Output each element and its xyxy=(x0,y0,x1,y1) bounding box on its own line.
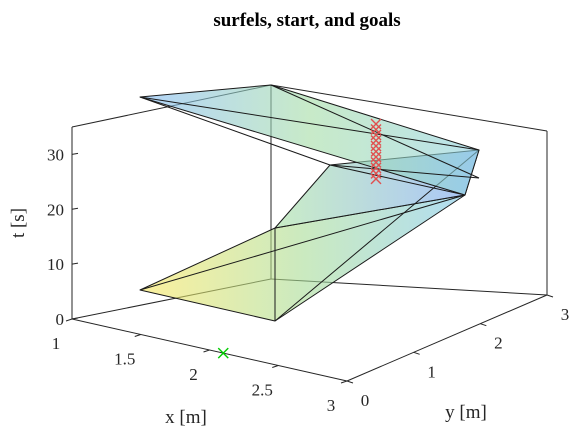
goal-marker-stroke-b xyxy=(370,151,382,163)
start-marker-stroke-b xyxy=(217,347,229,359)
start-marker xyxy=(217,347,229,359)
goal-marker xyxy=(370,129,382,141)
goal-marker-stroke-b xyxy=(370,162,382,174)
chart-title: surfels, start, and goals xyxy=(213,10,400,31)
goal-marker-stroke-b xyxy=(370,173,382,185)
y-axis-label: y [m] xyxy=(445,402,487,423)
goal-marker xyxy=(370,134,382,146)
goal-marker xyxy=(370,162,382,174)
surfels-group xyxy=(139,84,480,322)
goal-marker xyxy=(370,145,382,157)
goal-marker-stroke-b xyxy=(370,124,382,136)
y-tick-mark xyxy=(413,351,420,355)
box-edge-front-y xyxy=(346,294,548,382)
y-tick-label: 0 xyxy=(361,391,370,410)
goal-marker xyxy=(370,173,382,185)
z-axis-label: t [s] xyxy=(8,208,29,238)
y-tick-mark xyxy=(546,294,554,298)
z-tick-label: 0 xyxy=(56,310,65,329)
x-axis-label: x [m] xyxy=(165,407,207,428)
x-tick-mark xyxy=(203,349,210,353)
z-tick-label: 10 xyxy=(47,255,64,274)
x-tick-label: 1.5 xyxy=(114,350,135,369)
z-tick-label: 20 xyxy=(47,200,64,219)
x-tick-label: 1 xyxy=(52,334,61,353)
surfel-1-diagonal xyxy=(139,194,466,291)
surfel-3-edge-b xyxy=(329,164,480,179)
goal-marker-stroke-b xyxy=(370,140,382,152)
z-tick-label: 30 xyxy=(47,145,64,164)
goal-marker-stroke-b xyxy=(370,129,382,141)
markers-layer xyxy=(217,118,382,359)
goal-marker-stroke-b xyxy=(370,167,382,179)
goal-marker-stroke-b xyxy=(370,118,382,130)
z-tick-mark xyxy=(71,317,79,320)
x-tick-mark xyxy=(272,365,279,368)
goal-marker-stroke-b xyxy=(370,156,382,168)
goal-marker xyxy=(370,151,382,163)
goal-marker-stroke-b xyxy=(370,145,382,157)
surfel-3-diagonal xyxy=(139,96,480,151)
z-tick-mark xyxy=(71,152,79,155)
y-tick-label: 3 xyxy=(561,305,570,324)
box-edge-back-right xyxy=(270,84,548,132)
x-tick-label: 2 xyxy=(189,365,198,384)
surfel-2-diagonal xyxy=(329,164,466,196)
surfel-3-edge-a xyxy=(139,96,331,166)
x-tick-label: 3 xyxy=(327,396,336,415)
x-tick-mark xyxy=(65,318,73,322)
z-tick-mark xyxy=(71,207,79,210)
goal-marker xyxy=(370,118,382,130)
goal-marker-stroke-b xyxy=(370,134,382,146)
y-tick-mark xyxy=(480,323,487,327)
z-tick-mark xyxy=(71,262,79,265)
x-tick-label: 2.5 xyxy=(252,381,273,400)
goal-marker xyxy=(370,156,382,168)
x-tick-mark xyxy=(340,380,348,384)
goal-marker xyxy=(370,140,382,152)
goal-marker xyxy=(370,124,382,136)
y-tick-label: 2 xyxy=(494,334,503,353)
goal-marker xyxy=(370,167,382,179)
x-tick-mark xyxy=(134,334,141,337)
y-tick-label: 1 xyxy=(427,362,436,381)
y-tick-mark xyxy=(346,380,354,384)
surfel-3-face xyxy=(139,84,480,196)
